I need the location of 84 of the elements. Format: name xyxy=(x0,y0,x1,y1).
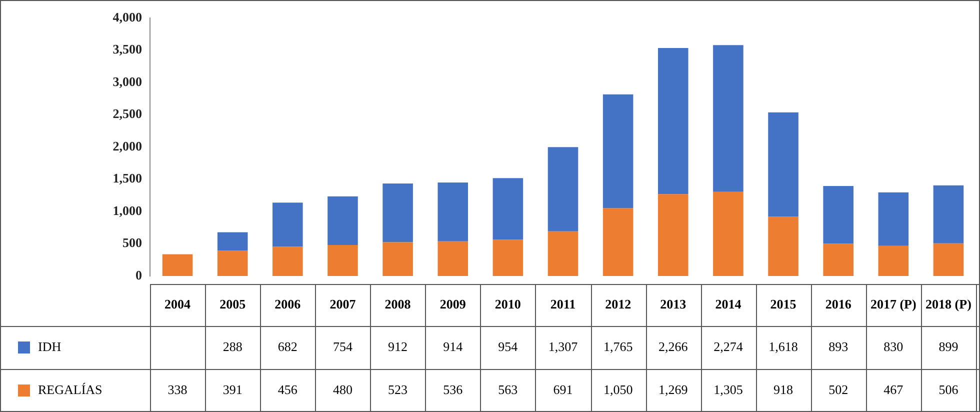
bar xyxy=(492,178,524,240)
data-label: 502 xyxy=(828,382,848,397)
bar xyxy=(272,246,303,276)
data-label: 691 xyxy=(553,382,573,397)
bar xyxy=(658,194,688,276)
x-tick-label: 2011 xyxy=(550,296,576,312)
data-label: 1,618 xyxy=(768,338,798,354)
bar xyxy=(217,250,248,276)
data-label: 1,765 xyxy=(603,338,633,354)
bar xyxy=(548,231,578,276)
bar xyxy=(217,232,248,251)
bar xyxy=(162,254,193,276)
x-tick-label: 2004 xyxy=(164,296,192,312)
data-label: 914 xyxy=(443,338,464,354)
bar xyxy=(768,216,798,276)
data-label: 467 xyxy=(884,382,904,397)
data-label: 456 xyxy=(278,382,298,397)
bar xyxy=(878,192,909,246)
data-label: 523 xyxy=(388,382,408,397)
y-tick-label: 4,000 xyxy=(112,9,142,24)
data-label: 536 xyxy=(443,382,464,397)
data-label: 506 xyxy=(938,382,959,397)
bar xyxy=(272,202,303,247)
data-label: 1,307 xyxy=(548,338,578,354)
data-label: 2,274 xyxy=(714,338,744,354)
data-label: 954 xyxy=(498,338,518,354)
x-tick-label: 2009 xyxy=(440,296,466,312)
bar xyxy=(878,246,909,276)
bar xyxy=(713,45,744,192)
bar xyxy=(602,94,634,208)
data-label: 563 xyxy=(498,382,518,397)
bar xyxy=(933,185,964,244)
data-label: 1,050 xyxy=(603,382,633,397)
bar xyxy=(382,183,413,242)
data-label: 391 xyxy=(222,382,242,397)
data-label: 682 xyxy=(278,338,298,354)
bar xyxy=(438,182,468,242)
legend-label: IDH xyxy=(38,338,62,354)
bar xyxy=(438,241,468,276)
data-label: 480 xyxy=(332,382,352,397)
data-label: 2,266 xyxy=(658,338,688,354)
data-label: 893 xyxy=(828,338,848,354)
x-tick-label: 2014 xyxy=(715,296,742,312)
bar xyxy=(713,192,744,276)
bar xyxy=(548,147,578,232)
x-tick-label: 2005 xyxy=(220,296,246,312)
y-tick-label: 2,500 xyxy=(112,106,142,122)
y-tick-label: 3,500 xyxy=(112,42,142,57)
bar xyxy=(823,186,854,244)
data-label: 288 xyxy=(222,338,242,354)
bar xyxy=(492,240,524,276)
bar xyxy=(823,244,854,276)
y-tick-label: 3,000 xyxy=(112,74,142,89)
bar xyxy=(602,208,634,276)
y-tick-label: 0 xyxy=(136,267,142,282)
data-label: 1,305 xyxy=(714,382,743,397)
data-label: 912 xyxy=(388,338,408,354)
x-tick-label: 2007 xyxy=(330,296,356,312)
x-tick-label: 2008 xyxy=(384,296,412,312)
data-label: 830 xyxy=(884,338,904,354)
x-tick-label: 2006 xyxy=(274,296,302,312)
data-label: 899 xyxy=(938,338,958,354)
bar xyxy=(933,243,964,276)
data-label: 754 xyxy=(332,338,353,354)
bar xyxy=(382,242,413,276)
data-label: 338 xyxy=(168,382,188,397)
y-tick-label: 500 xyxy=(122,235,142,250)
x-tick-label: 2013 xyxy=(660,296,687,312)
legend-label: REGALÍAS xyxy=(38,382,102,397)
bar xyxy=(328,196,358,246)
x-tick-label: 2010 xyxy=(494,296,521,312)
data-label: 1,269 xyxy=(658,382,688,397)
data-label: 918 xyxy=(774,382,794,397)
x-tick-label: 2012 xyxy=(605,296,632,312)
x-tick-label: 2015 xyxy=(770,296,797,312)
x-tick-label: 2018 (P) xyxy=(926,296,972,312)
y-tick-label: 1,500 xyxy=(112,170,142,186)
bar xyxy=(768,112,798,217)
bar xyxy=(328,245,358,276)
bar xyxy=(658,48,688,194)
y-tick-label: 2,000 xyxy=(112,138,142,154)
x-tick-label: 2017 (P) xyxy=(870,296,916,312)
x-tick-label: 2016 xyxy=(825,296,852,312)
y-tick-label: 1,000 xyxy=(112,202,142,218)
